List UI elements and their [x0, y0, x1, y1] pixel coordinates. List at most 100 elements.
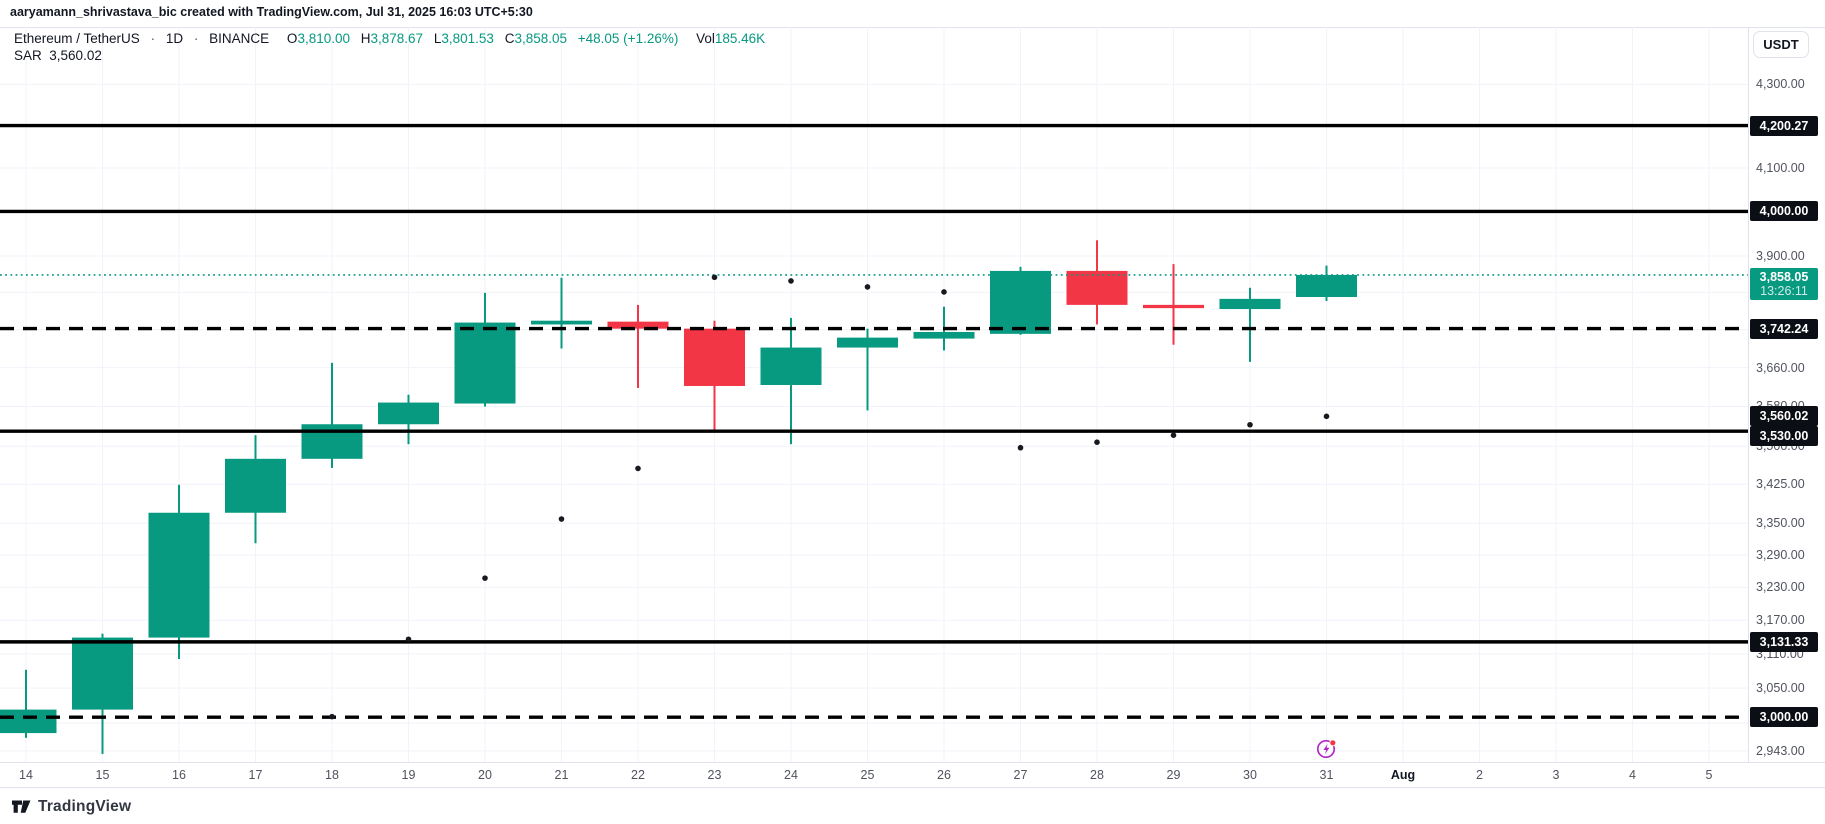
- level-price-axis-label: 4,200.27: [1750, 115, 1818, 136]
- date-label: 16: [172, 767, 186, 782]
- candle-body: [913, 331, 975, 339]
- date-label: 31: [1319, 767, 1334, 782]
- price-tick-label: 3,900.00: [1756, 248, 1805, 263]
- date-label: 25: [860, 767, 875, 782]
- date-label: 17: [248, 767, 263, 782]
- pane-top-border: [0, 27, 1825, 28]
- level-price-axis-label: 3,131.33: [1750, 631, 1818, 652]
- sar-dot: [1094, 439, 1100, 445]
- price-tick-label: 2,943.00: [1756, 743, 1805, 758]
- price-tick-label: 3,170.00: [1756, 613, 1805, 628]
- date-label: Aug: [1390, 767, 1416, 782]
- open-value: 3,810.00: [297, 31, 350, 46]
- close-value: 3,858.05: [514, 31, 567, 46]
- notification-dot: [1330, 740, 1336, 746]
- date-label: 4: [1629, 767, 1636, 782]
- level-price-axis-label: 3,742.24: [1750, 318, 1818, 339]
- change-value: +48.05 (+1.26%): [577, 31, 679, 46]
- high-value: 3,878.67: [370, 31, 424, 46]
- time-axis-bottom-border: [0, 787, 1825, 788]
- sar-dot: [329, 713, 335, 720]
- candle-body: [760, 347, 822, 386]
- date-label: 22: [631, 767, 645, 782]
- volume-value: 185.46K: [714, 31, 766, 46]
- symbol-name[interactable]: Ethereum / TetherUS: [14, 31, 140, 46]
- date-label: 27: [1013, 767, 1028, 782]
- date-label: 20: [478, 767, 492, 782]
- candle-body: [1219, 298, 1281, 310]
- candle-body: [990, 270, 1051, 334]
- price-tick-label: 3,425.00: [1756, 477, 1805, 492]
- level-price-axis-label: 3,000.00: [1750, 707, 1818, 728]
- time-axis[interactable]: 14 15 16 17 18 19 20 21 22 23 24 25 26 27 28 29 30 31 Aug 2…: [0, 762, 1748, 787]
- date-label: 2: [1476, 767, 1483, 782]
- sar-name: SAR: [14, 48, 42, 63]
- sar-dot: [635, 465, 641, 472]
- candlestick-chart[interactable]: [0, 27, 1748, 762]
- pane-bottom-border: [0, 762, 1825, 763]
- price-tick-label: 3,050.00: [1756, 681, 1805, 696]
- candle-body: [454, 322, 516, 404]
- sar-dot: [788, 278, 794, 284]
- price-tick-label: 4,300.00: [1756, 77, 1805, 92]
- low-value: 3,801.53: [441, 31, 494, 46]
- sar-dot: [1247, 421, 1253, 428]
- chart-pane[interactable]: [0, 27, 1748, 762]
- sar-indicator-legend[interactable]: SAR 3,560.02: [14, 48, 102, 63]
- sar-dot: [1170, 432, 1177, 438]
- currency-toggle-button[interactable]: USDT: [1753, 31, 1809, 58]
- candle-body: [301, 424, 363, 459]
- open-letter: O: [286, 31, 298, 46]
- lightning-icon: [1323, 743, 1330, 755]
- exchange-label: BINANCE: [209, 31, 270, 46]
- candle-body: [1066, 270, 1128, 305]
- tradingview-logo[interactable]: TradingView: [12, 798, 131, 816]
- price-tick-label: 4,100.00: [1756, 161, 1805, 176]
- price-axis[interactable]: USDT 3,858.05 13:26:11 4,300.00 4,100.00 3…: [1748, 27, 1825, 762]
- sar-dot: [405, 636, 412, 643]
- candle-body: [531, 320, 592, 325]
- symbol-legend[interactable]: Ethereum / TetherUS · 1D · BINANCE O3,81…: [14, 31, 766, 46]
- interval-label[interactable]: 1D: [165, 31, 184, 46]
- date-label: 30: [1243, 767, 1257, 782]
- boost-button[interactable]: [1316, 739, 1338, 759]
- attribution-text: aaryamann_shrivastava_bic created with T…: [10, 5, 533, 19]
- current-price-value: 3,858.05: [1759, 269, 1809, 284]
- sar-value-axis-label: 3,560.02: [1750, 406, 1818, 427]
- candle-body: [684, 328, 745, 386]
- candle-body: [1143, 304, 1204, 309]
- date-label: 5: [1705, 767, 1713, 782]
- level-price-axis-label: 3,530.00: [1750, 426, 1818, 447]
- price-tick-label: 3,350.00: [1756, 516, 1805, 531]
- close-letter: C: [504, 31, 515, 46]
- candle-body: [0, 709, 57, 734]
- low-letter: L: [433, 31, 442, 46]
- date-label: 3: [1552, 767, 1560, 782]
- boost-circle-icon: [1316, 739, 1336, 759]
- tradingview-mark-icon: [12, 800, 31, 813]
- date-label: 26: [937, 767, 951, 782]
- tradingview-logo-text: TradingView: [38, 798, 132, 815]
- sar-dot: [1323, 413, 1330, 420]
- candle-body: [225, 458, 286, 513]
- date-label: 23: [707, 767, 722, 782]
- candle-body: [1296, 274, 1357, 298]
- candle-body: [607, 321, 669, 329]
- price-tick-label: 3,290.00: [1756, 547, 1805, 562]
- date-label: 29: [1166, 767, 1181, 782]
- date-label: 28: [1090, 767, 1104, 782]
- price-tick-label: 3,230.00: [1756, 580, 1805, 595]
- date-label: 15: [95, 767, 110, 782]
- sar-dot: [941, 289, 947, 295]
- current-price-label: 3,858.05 13:26:11: [1750, 267, 1818, 300]
- high-letter: H: [360, 31, 371, 46]
- price-axis-border: [1748, 27, 1749, 762]
- sar-value: 3,560.02: [49, 48, 102, 63]
- candle-body: [148, 512, 210, 638]
- bar-countdown: 13:26:11: [1760, 283, 1808, 298]
- date-label: 18: [325, 767, 339, 782]
- date-label: 21: [554, 767, 569, 782]
- date-label: 19: [401, 767, 416, 782]
- volume-label: Vol: [696, 31, 715, 46]
- candle-body: [72, 637, 133, 710]
